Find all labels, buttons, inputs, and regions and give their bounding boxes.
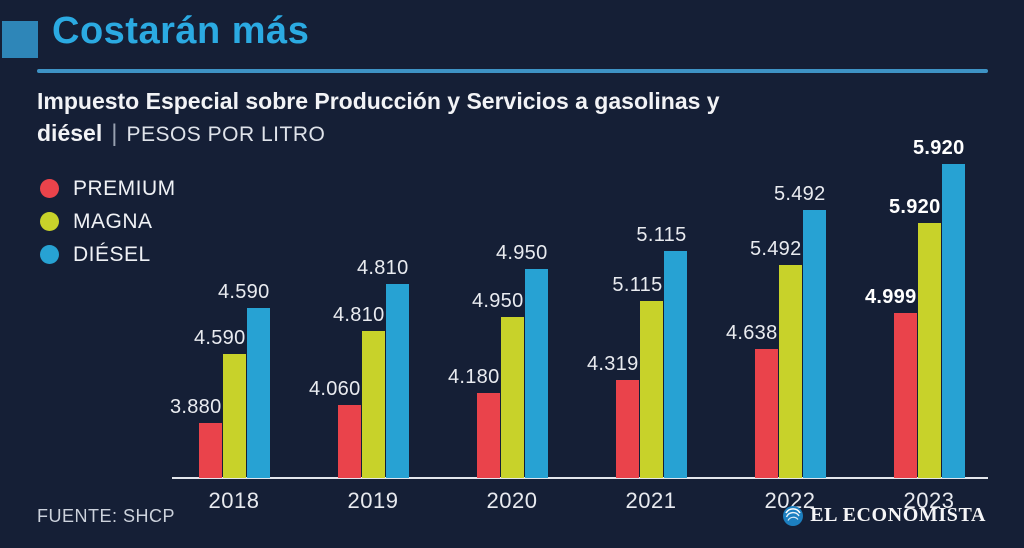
value-label-magna-2018: 4.590	[193, 327, 246, 349]
value-label-magna-2023: 5.920	[888, 196, 941, 218]
bar-premium-2021	[615, 380, 639, 478]
page-title: Costarán más	[52, 10, 310, 52]
legend-dot	[40, 212, 59, 231]
subtitle-unit: PESOS POR LITRO	[126, 123, 326, 146]
value-label-premium-2021: 4.319	[586, 353, 639, 375]
source-note: FUENTE: SHCP	[37, 506, 176, 526]
subtitle-line2-bold: diésel	[37, 120, 103, 146]
value-label-diésel-2020: 4.950	[495, 242, 548, 264]
bar-diésel-2020	[524, 269, 548, 478]
bar-premium-2018	[198, 423, 222, 478]
bar-premium-2020	[476, 393, 500, 478]
value-label-premium-2022: 4.638	[725, 322, 778, 344]
bar-magna-2019	[361, 331, 385, 478]
x-tick-2019: 2019	[347, 488, 399, 513]
value-label-magna-2019: 4.810	[332, 304, 385, 326]
bar-premium-2019	[337, 405, 361, 478]
bar-diésel-2022	[802, 210, 826, 478]
brand-logo: EL ECONOMISTA	[783, 504, 986, 527]
bar-diésel-2018	[246, 308, 270, 478]
x-axis-line	[172, 477, 988, 479]
value-label-magna-2020: 4.950	[471, 290, 524, 312]
value-label-magna-2022: 5.492	[749, 238, 802, 260]
bar-diésel-2021	[663, 251, 687, 478]
value-label-diésel-2021: 5.115	[636, 224, 687, 246]
chart-subtitle: Impuesto Especial sobre Producción y Ser…	[37, 85, 977, 151]
legend: PREMIUM MAGNA DIÉSEL	[40, 172, 176, 271]
value-label-diésel-2022: 5.492	[773, 183, 826, 205]
bar-premium-2022	[754, 349, 778, 478]
legend-item-magna: MAGNA	[40, 205, 176, 238]
value-label-premium-2018: 3.880	[169, 396, 222, 418]
bar-premium-2023	[893, 313, 917, 478]
value-label-magna-2021: 5.115	[612, 274, 663, 296]
bar-magna-2018	[222, 354, 246, 478]
bar-magna-2023	[917, 223, 941, 478]
value-label-premium-2019: 4.060	[308, 378, 361, 400]
kicker-square	[2, 21, 38, 58]
brand-name: EL ECONOMISTA	[810, 504, 986, 526]
x-tick-2018: 2018	[208, 488, 260, 513]
title-underline	[37, 69, 988, 73]
bar-magna-2022	[778, 265, 802, 478]
el-economista-globe-icon	[783, 505, 804, 526]
legend-dot	[40, 179, 59, 198]
value-label-premium-2023: 4.999	[864, 286, 917, 308]
bar-diésel-2023	[941, 164, 965, 478]
bar-magna-2021	[639, 301, 663, 478]
value-label-diésel-2019: 4.810	[356, 257, 409, 279]
bar-diésel-2019	[385, 284, 409, 478]
subtitle-line1: Impuesto Especial sobre Producción y Ser…	[37, 88, 720, 114]
value-label-diésel-2018: 4.590	[217, 281, 270, 303]
bar-magna-2020	[500, 317, 524, 478]
legend-dot	[40, 245, 59, 264]
legend-item-diésel: DIÉSEL	[40, 238, 176, 271]
legend-label: PREMIUM	[73, 176, 176, 200]
subtitle-divider: |	[111, 120, 118, 147]
x-tick-2021: 2021	[625, 488, 677, 513]
value-label-diésel-2023: 5.920	[912, 137, 965, 159]
x-tick-2023: 2023	[903, 488, 955, 513]
legend-label: DIÉSEL	[73, 242, 151, 266]
legend-label: MAGNA	[73, 209, 153, 233]
legend-item-premium: PREMIUM	[40, 172, 176, 205]
value-label-premium-2020: 4.180	[447, 366, 500, 388]
x-tick-2020: 2020	[486, 488, 538, 513]
